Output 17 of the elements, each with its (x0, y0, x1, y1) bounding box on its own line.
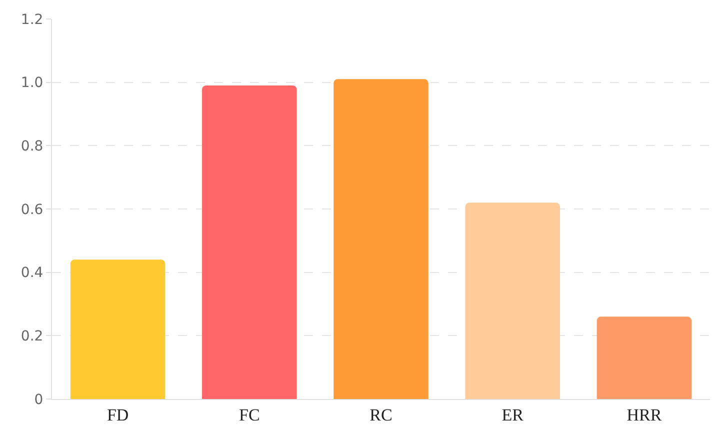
bar (334, 79, 428, 399)
x-tick-label: HRR (626, 405, 662, 424)
x-tick-label: FD (106, 405, 129, 424)
bar (202, 86, 297, 399)
bar (465, 202, 560, 399)
y-tick-label: 1.2 (20, 12, 44, 28)
y-tick-label: 0.4 (20, 265, 44, 282)
x-tick-label: RC (370, 405, 392, 424)
y-tick-label: 0.6 (20, 202, 44, 218)
y-tick-label: 0 (34, 392, 44, 408)
y-tick-label: 0.2 (20, 328, 44, 345)
y-tick-label: 0.8 (20, 138, 44, 155)
bar (596, 316, 692, 399)
y-tick-label: 1.0 (20, 75, 44, 92)
bar (70, 260, 166, 399)
x-tick-label: FC (239, 405, 260, 424)
x-tick-label: ER (502, 405, 524, 424)
